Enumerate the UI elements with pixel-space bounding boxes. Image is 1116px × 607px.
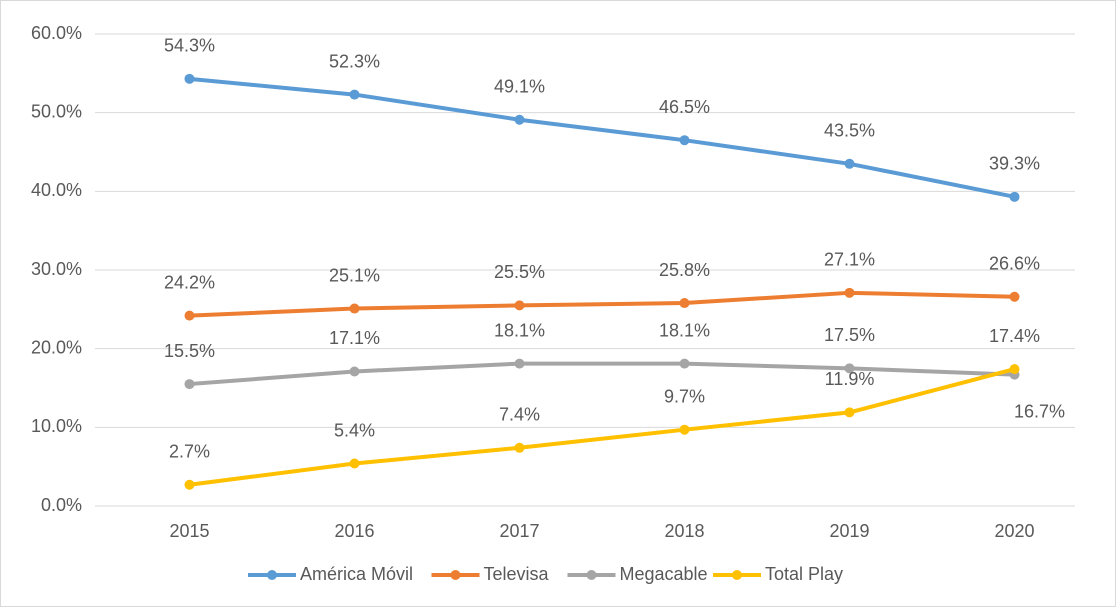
- point: [184, 479, 195, 490]
- point: [1009, 191, 1020, 202]
- data-label: 18.1%: [494, 320, 545, 340]
- point: [514, 358, 525, 369]
- data-label: 17.5%: [824, 325, 875, 345]
- legend-marker: [732, 570, 742, 580]
- data-label: 27.1%: [824, 250, 875, 270]
- series-line: [189, 361, 1015, 387]
- point: [1009, 364, 1020, 375]
- point: [679, 135, 690, 146]
- data-label: 25.8%: [659, 260, 710, 280]
- x-tick-label: 2018: [664, 521, 704, 541]
- data-label: 7.4%: [499, 405, 540, 425]
- y-tick-label: 50.0%: [31, 101, 82, 121]
- data-label: 49.1%: [494, 76, 545, 96]
- point: [679, 298, 690, 309]
- x-tick-label: 2016: [334, 521, 374, 541]
- series-line: [189, 367, 1016, 487]
- point: [349, 303, 360, 314]
- data-label: 5.4%: [334, 420, 375, 440]
- data-label: 17.4%: [989, 326, 1040, 346]
- data-label: 17.1%: [329, 328, 380, 348]
- legend-marker: [267, 570, 277, 580]
- point: [844, 287, 855, 298]
- data-label: 24.2%: [164, 272, 215, 292]
- y-tick-label: 30.0%: [31, 259, 82, 279]
- y-tick-label: 20.0%: [31, 337, 82, 357]
- point: [1009, 291, 1020, 302]
- point: [514, 300, 525, 311]
- point: [844, 363, 855, 374]
- point: [514, 442, 525, 453]
- data-label: 46.5%: [659, 97, 710, 117]
- point: [349, 458, 360, 469]
- legend-label: Total Play: [765, 564, 843, 584]
- legend-marker: [586, 570, 597, 580]
- point: [844, 407, 855, 418]
- data-label: 25.1%: [329, 265, 380, 285]
- legend-label: Televisa: [484, 564, 550, 584]
- legend-marker: [450, 570, 461, 580]
- point: [184, 73, 195, 84]
- data-label: 54.3%: [164, 36, 215, 56]
- data-label: 16.7%: [1014, 401, 1065, 421]
- x-tick-label: 2017: [499, 521, 539, 541]
- y-tick-label: 60.0%: [31, 23, 82, 43]
- series-line: [189, 76, 1015, 199]
- y-tick-label: 40.0%: [31, 180, 82, 200]
- x-tick-label: 2020: [994, 521, 1034, 541]
- data-label: 18.1%: [659, 320, 710, 340]
- point: [349, 89, 360, 100]
- point: [679, 358, 690, 369]
- point: [184, 310, 195, 321]
- data-label: 2.7%: [169, 442, 210, 462]
- x-tick-label: 2019: [829, 521, 869, 541]
- y-tick-label: 10.0%: [31, 416, 82, 436]
- point: [184, 379, 195, 390]
- data-label: 26.6%: [989, 253, 1040, 273]
- point: [679, 424, 690, 435]
- legend-label: Megacable: [620, 564, 708, 584]
- data-label: 15.5%: [164, 341, 215, 361]
- data-label: 52.3%: [329, 51, 380, 71]
- data-label: 25.5%: [494, 262, 545, 282]
- data-label: 43.5%: [824, 121, 875, 141]
- point: [844, 158, 855, 169]
- point: [349, 366, 360, 377]
- legend-label: América Móvil: [300, 564, 413, 584]
- data-label: 9.7%: [664, 386, 705, 406]
- data-label: 11.9%: [825, 369, 875, 389]
- y-tick-label: 0.0%: [41, 495, 82, 515]
- x-tick-label: 2015: [169, 521, 209, 541]
- series-line: [189, 290, 1015, 318]
- point: [514, 114, 525, 125]
- data-label: 39.3%: [989, 154, 1040, 174]
